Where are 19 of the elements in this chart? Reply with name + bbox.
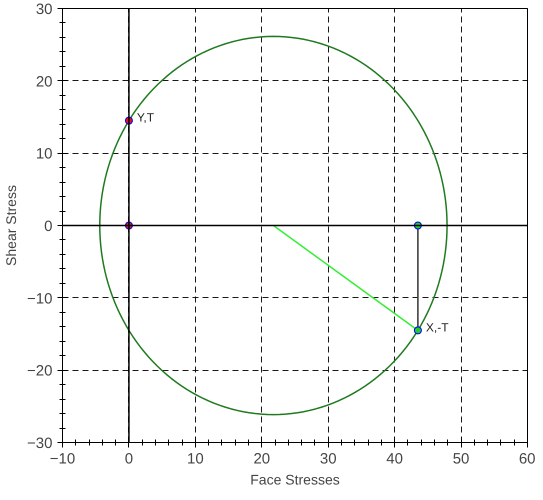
x-tick-label: 40 [386,450,403,468]
x-tick-label: 20 [253,450,270,468]
y-tick-label: 30 [36,1,53,18]
x-tick-label: −10 [50,450,76,468]
y-tick-label: 20 [36,73,53,90]
y-tick-label: −10 [27,290,53,308]
y-tick-label: 0 [44,218,52,235]
x-axis-title: Face Stresses [250,472,340,488]
y-tick-label: −20 [27,362,53,380]
y-axis-title: Shear Stress [3,185,20,266]
annotation: X,-T [426,320,450,334]
annotation: Y,T [136,110,155,125]
y-tick-label: 10 [36,146,53,163]
x-tick-label: 10 [187,450,204,468]
x-tick-label: 0 [124,450,134,468]
x-tick-label: 60 [518,450,536,468]
x-tick-label: 50 [452,450,470,468]
y-tick-label: −30 [27,435,53,452]
x-tick-label: 30 [320,450,337,468]
